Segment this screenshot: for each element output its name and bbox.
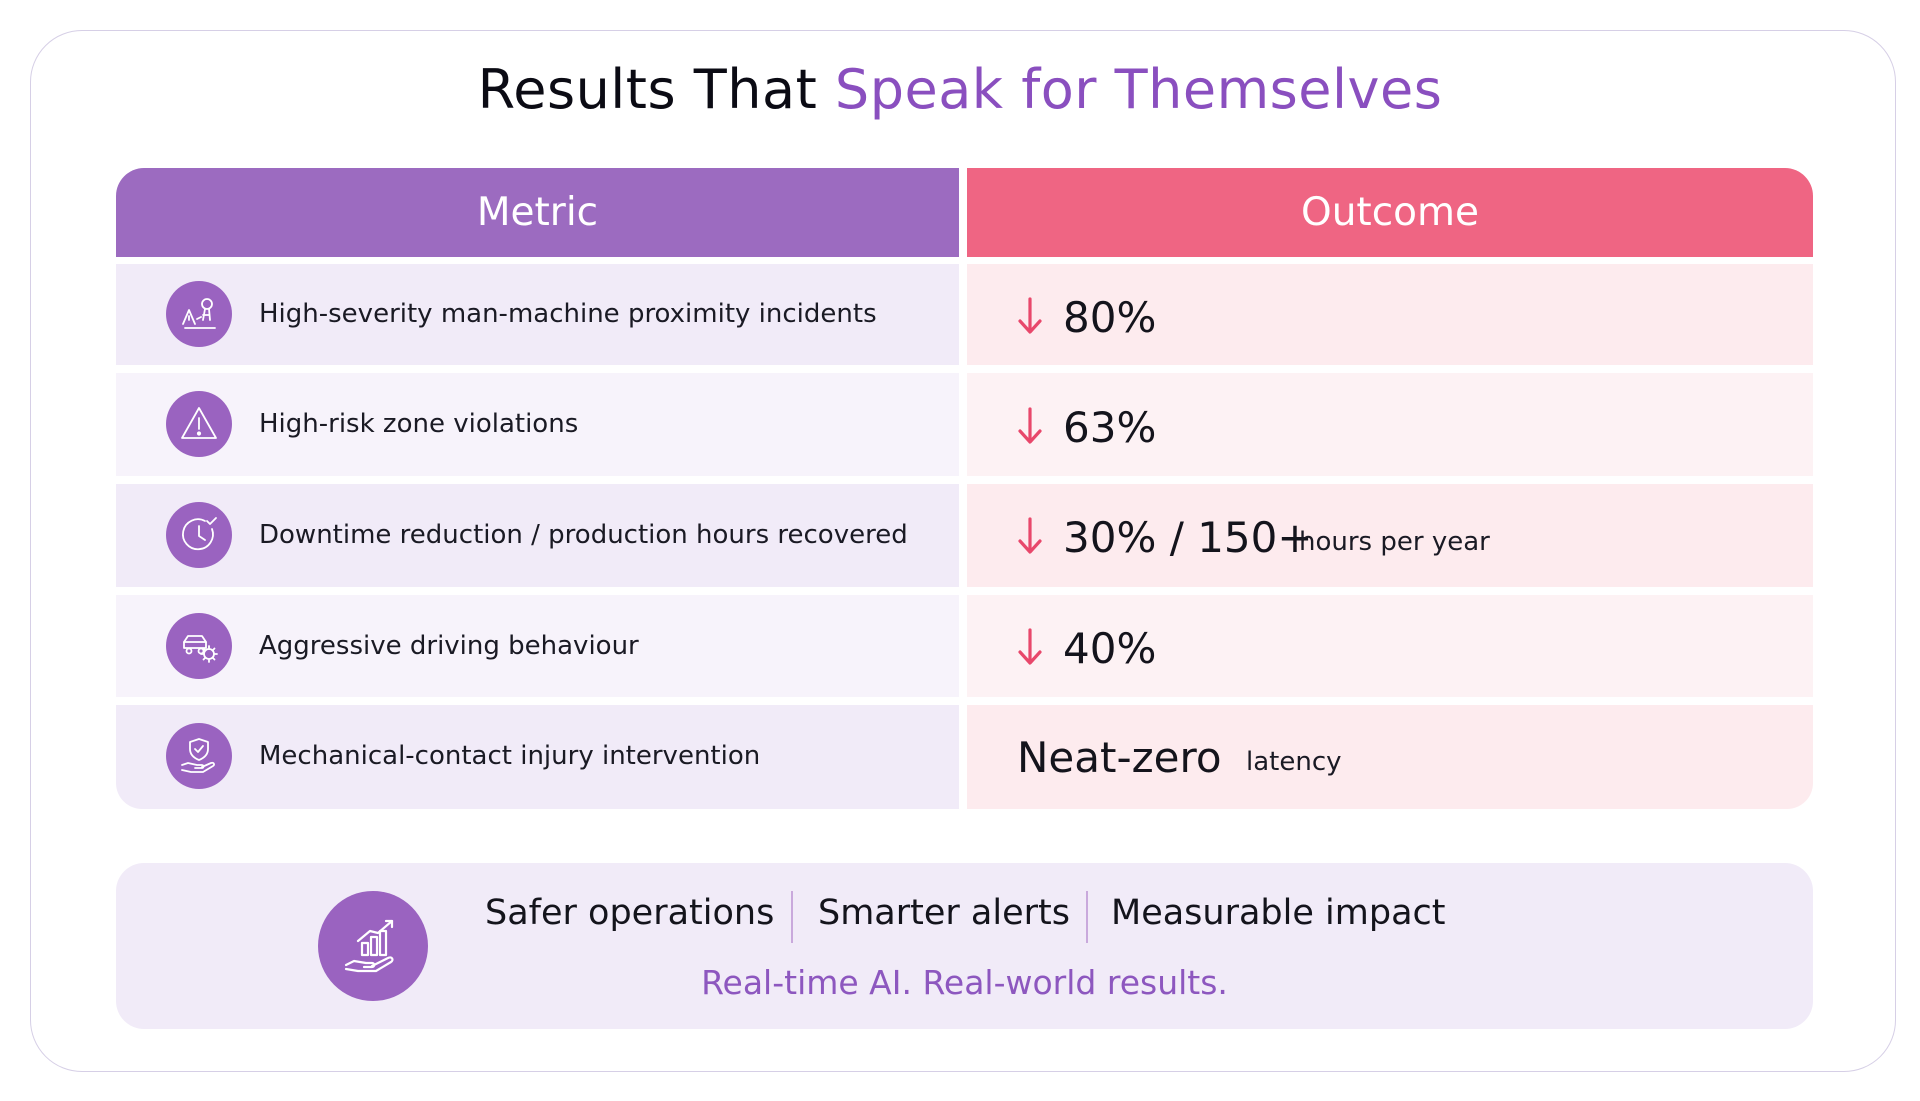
outcome-unit: latency (1246, 747, 1342, 777)
outcome-value: 80% (1063, 293, 1157, 342)
metric-cell: High-risk zone violations (116, 373, 959, 476)
page-title: Results That Speak for Themselves (0, 58, 1920, 121)
title-main: Results That (477, 58, 835, 121)
tag-separator (791, 891, 793, 943)
arrow-down-icon (1018, 517, 1042, 554)
metric-cell: High-severity man-machine proximity inci… (116, 264, 959, 365)
table-row: Downtime reduction / production hours re… (116, 484, 1813, 587)
arrow-down-icon (1018, 628, 1042, 665)
banner-tagline: Real-time AI. Real-world results. (701, 963, 1228, 1002)
metric-label: Aggressive driving behaviour (259, 631, 639, 661)
tag-measurable-impact: Measurable impact (1111, 893, 1446, 933)
metric-label: High-risk zone violations (259, 409, 579, 439)
outcome-column-header: Outcome (967, 168, 1813, 257)
outcome-cell: 80% (967, 264, 1813, 365)
outcome-cell: 63% (967, 373, 1813, 476)
table-row: High-risk zone violations 63% (116, 373, 1813, 476)
outcome-value: 30% / 150+ (1063, 513, 1313, 562)
clock-check-icon (166, 502, 232, 568)
metric-cell: Mechanical-contact injury intervention (116, 705, 959, 809)
people-proximity-icon (166, 281, 232, 347)
hand-growth-chart-icon (318, 891, 428, 1001)
car-gear-icon (166, 613, 232, 679)
table-row: Mechanical-contact injury intervention N… (116, 705, 1813, 809)
tag-smarter-alerts: Smarter alerts (818, 893, 1070, 933)
tag-safer-operations: Safer operations (485, 893, 775, 933)
table-row: High-severity man-machine proximity inci… (116, 264, 1813, 365)
table-row: Aggressive driving behaviour 40% (116, 595, 1813, 697)
title-accent: Speak for Themselves (834, 58, 1443, 121)
arrow-down-icon (1018, 407, 1042, 444)
metric-cell: Aggressive driving behaviour (116, 595, 959, 697)
outcome-cell: 30% / 150+ hours per year (967, 484, 1813, 587)
metric-column-header: Metric (116, 168, 959, 257)
hand-shield-icon (166, 723, 232, 789)
metric-label: High-severity man-machine proximity inci… (259, 299, 877, 329)
arrow-down-icon (1018, 297, 1042, 334)
summary-banner: Safer operations Smarter alerts Measurab… (116, 863, 1813, 1029)
metric-label: Mechanical-contact injury intervention (259, 741, 761, 771)
metric-cell: Downtime reduction / production hours re… (116, 484, 959, 587)
metric-label: Downtime reduction / production hours re… (259, 520, 908, 550)
outcome-value: 40% (1063, 624, 1157, 673)
outcome-cell: 40% (967, 595, 1813, 697)
warning-triangle-icon (166, 391, 232, 457)
outcome-value: 63% (1063, 403, 1157, 452)
tag-separator (1086, 891, 1088, 943)
metric-header-label: Metric (476, 190, 599, 235)
outcome-unit: hours per year (1299, 527, 1490, 557)
outcome-cell: Neat-zero latency (967, 705, 1813, 809)
outcome-value: Neat-zero (1017, 733, 1222, 782)
outcome-header-label: Outcome (1301, 190, 1479, 235)
